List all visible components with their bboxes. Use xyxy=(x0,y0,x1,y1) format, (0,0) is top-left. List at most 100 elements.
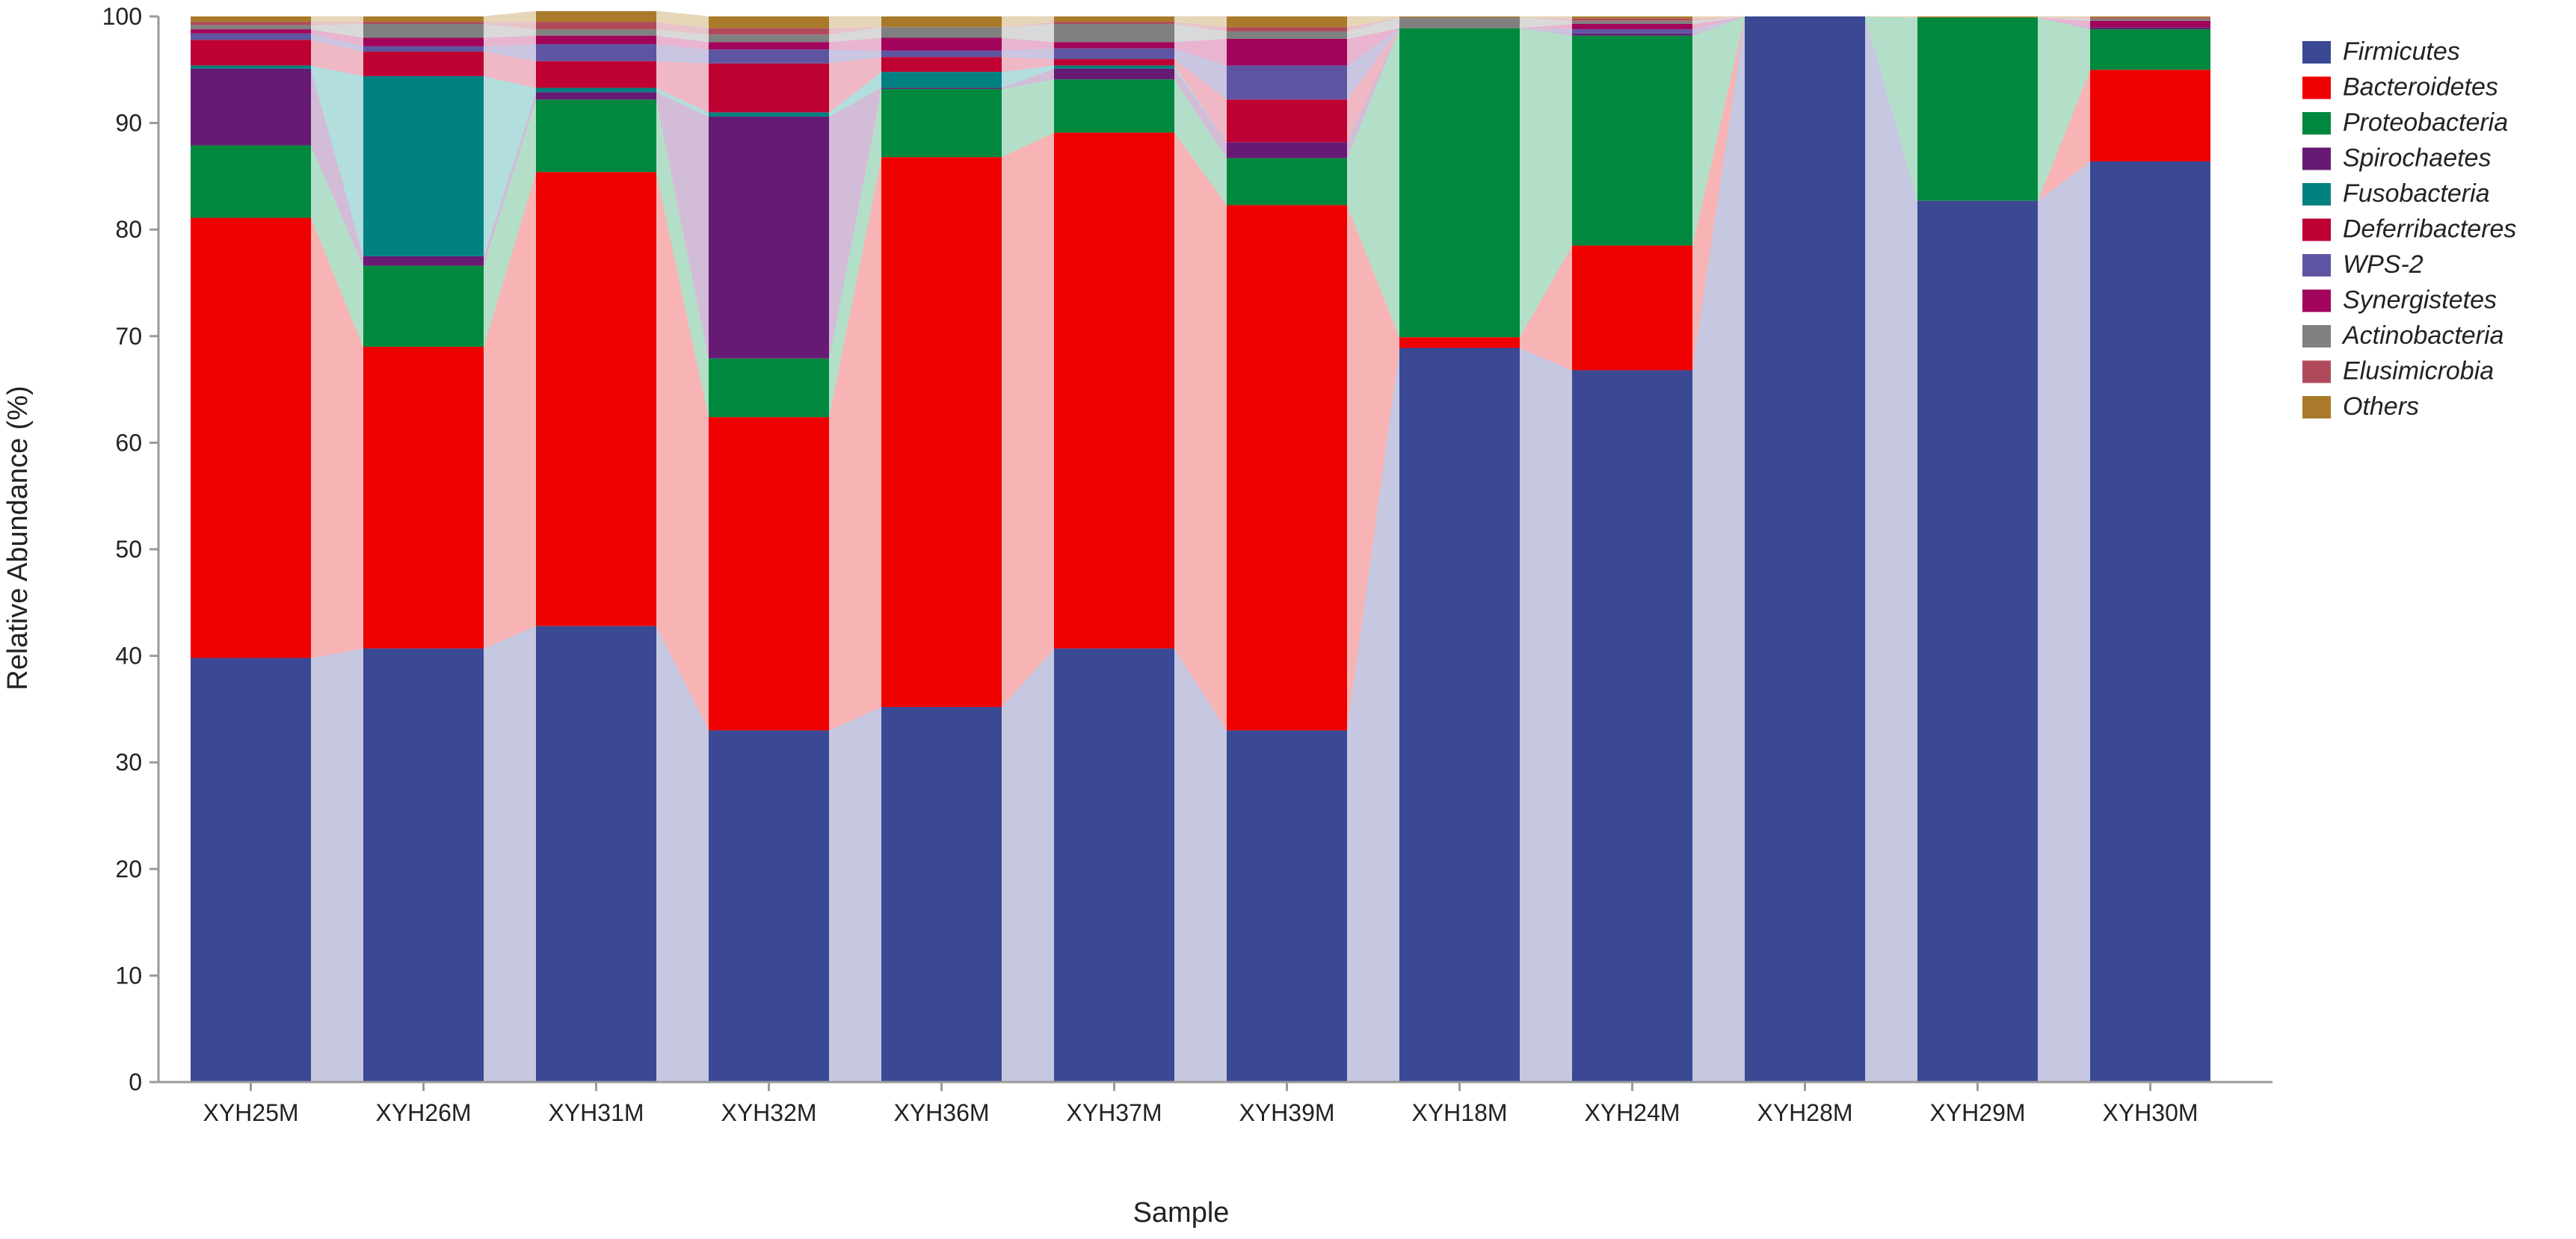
bars-layer xyxy=(191,10,2210,1083)
legend-item: Actinobacteria xyxy=(2302,321,2503,350)
bar-segment xyxy=(2090,27,2210,30)
bar-segment xyxy=(1572,23,1692,30)
legend-label: Actinobacteria xyxy=(2341,321,2503,350)
bar-segment xyxy=(536,22,656,30)
bar-segment xyxy=(536,10,656,22)
flow-band xyxy=(828,706,882,1083)
bar-segment xyxy=(191,68,311,146)
bar-segment xyxy=(191,40,311,66)
legend-label: WPS-2 xyxy=(2343,250,2424,279)
bar-segment xyxy=(709,28,829,35)
bar-segment xyxy=(1399,347,1520,1083)
y-tick-label: 100 xyxy=(102,3,142,30)
bar-segment xyxy=(881,157,1002,708)
x-axis-title: Sample xyxy=(1133,1197,1230,1229)
bar-segment xyxy=(2090,16,2210,18)
bar-segment xyxy=(363,46,484,52)
y-axis-title: Relative Abundance (%) xyxy=(2,386,34,690)
flow-band xyxy=(1519,347,1573,1083)
bar-segment xyxy=(1399,337,1520,348)
bar-segment xyxy=(1054,648,1174,1082)
bar-segment xyxy=(709,34,829,43)
bar-segment xyxy=(2090,69,2210,161)
bar-segment xyxy=(2090,18,2210,21)
legend-item: Firmicutes xyxy=(2302,37,2460,66)
bar-segment xyxy=(2090,17,2210,19)
bar-segment xyxy=(363,37,484,46)
bar-segment xyxy=(881,707,1002,1082)
legend-item: Spirochaetes xyxy=(2302,144,2491,173)
bar-segment xyxy=(1227,31,1347,39)
bar-segment xyxy=(191,145,311,218)
axes-layer: 0 10 20 30 40 50 60 70 80 90 100 XYH25M XYH26M XYH31… xyxy=(2,3,2273,1229)
bar-segment xyxy=(191,25,311,30)
bar-segment xyxy=(536,172,656,626)
bar-segment xyxy=(1227,65,1347,100)
legend-swatch xyxy=(2302,325,2331,347)
legend-label: Synergistetes xyxy=(2343,286,2497,315)
bar-segment xyxy=(1572,16,1692,19)
legend-swatch xyxy=(2302,147,2331,170)
bar-segment xyxy=(709,42,829,50)
x-tick-label: XYH26M xyxy=(375,1099,471,1126)
x-tick-label: XYH37M xyxy=(1066,1099,1162,1126)
bar-segment xyxy=(1227,158,1347,206)
bar-segment xyxy=(1054,42,1174,49)
bar-segment xyxy=(536,35,656,45)
bar-segment xyxy=(363,256,484,266)
bar-segment xyxy=(1227,730,1347,1082)
y-tick-label: 60 xyxy=(115,429,142,456)
x-ticks: XYH25M XYH26M XYH31M XYH32M XYH36M XYH37M XYH3… xyxy=(203,1082,2198,1126)
bar-segment xyxy=(1572,35,1692,246)
flow-band xyxy=(1001,132,1055,708)
bar-segment xyxy=(881,88,1002,158)
legend-swatch xyxy=(2302,41,2331,64)
legend-label: Deferribacteres xyxy=(2343,215,2516,244)
bar-segment xyxy=(709,417,829,731)
bar-segment xyxy=(881,27,1002,38)
y-tick-label: 40 xyxy=(115,643,142,670)
bar-segment xyxy=(1227,38,1347,66)
bar-segment xyxy=(363,16,484,22)
bar-segment xyxy=(1399,28,1520,338)
flow-band xyxy=(483,625,537,1083)
legend-item: WPS-2 xyxy=(2302,250,2424,279)
bar-segment xyxy=(191,658,311,1082)
flow-band xyxy=(1864,16,1918,1083)
flow-band xyxy=(310,16,364,22)
bar-segment xyxy=(709,358,829,418)
flow-band xyxy=(828,16,882,28)
y-tick-label: 70 xyxy=(115,323,142,350)
legend-item: Fusobacteria xyxy=(2302,179,2490,208)
legend-item: Others xyxy=(2302,392,2419,421)
bar-segment xyxy=(1917,200,2038,1082)
x-tick-label: XYH32M xyxy=(721,1099,816,1126)
x-tick-label: XYH24M xyxy=(1584,1099,1680,1126)
bar-segment xyxy=(1054,16,1174,22)
legend-label: Bacteroidetes xyxy=(2343,73,2498,102)
x-tick-label: XYH36M xyxy=(893,1099,989,1126)
bar-segment xyxy=(881,37,1002,51)
flow-band xyxy=(310,648,364,1083)
bar-segment xyxy=(1572,245,1692,371)
bar-segment xyxy=(1227,99,1347,143)
bar-segment xyxy=(363,52,484,76)
bar-segment xyxy=(191,29,311,34)
bar-segment xyxy=(2090,161,2210,1082)
x-tick-label: XYH28M xyxy=(1757,1099,1852,1126)
bar-segment xyxy=(363,75,484,256)
bar-segment xyxy=(1572,20,1692,24)
bar-segment xyxy=(1054,22,1174,24)
legend-label: Fusobacteria xyxy=(2343,179,2490,208)
y-tick-label: 80 xyxy=(115,216,142,243)
bar-segment xyxy=(881,16,1002,28)
flow-band xyxy=(483,10,537,22)
bar-segment xyxy=(1054,65,1174,69)
bar-segment xyxy=(1054,23,1174,43)
bar-segment xyxy=(363,648,484,1082)
legend-swatch xyxy=(2302,289,2331,312)
legend-swatch xyxy=(2302,112,2331,135)
bar-segment xyxy=(709,112,829,117)
bar-segment xyxy=(709,16,829,28)
